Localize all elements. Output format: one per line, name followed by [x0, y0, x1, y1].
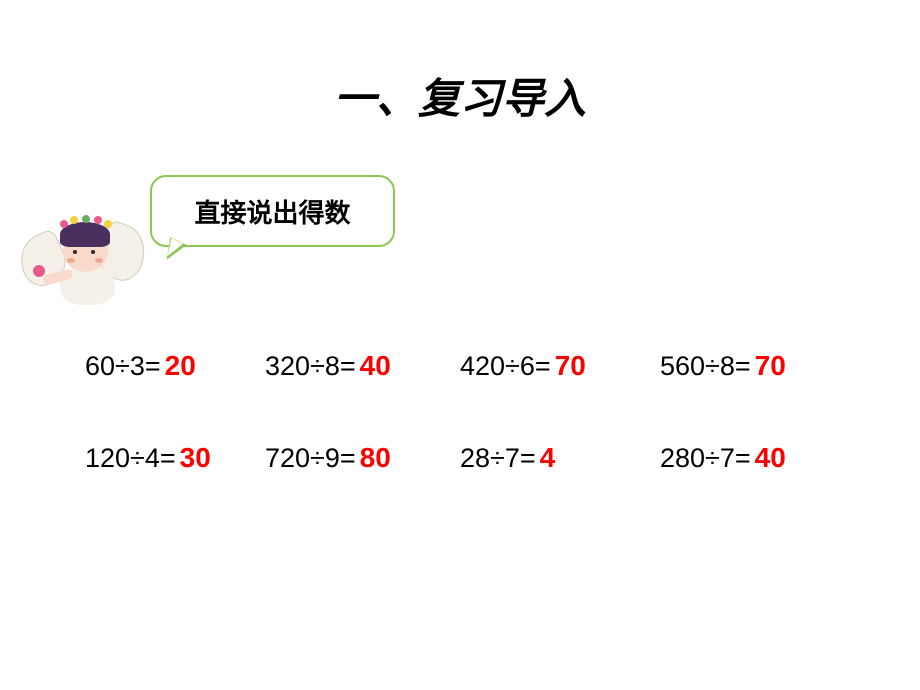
equation-answer: 70: [555, 350, 586, 382]
equation-answer: 40: [755, 442, 786, 474]
flower-icon: [70, 216, 78, 224]
equation: 320÷8= 40: [265, 350, 460, 382]
equation-expr: 28÷7=: [460, 443, 536, 474]
bubble-text: 直接说出得数: [194, 193, 350, 230]
equation: 280÷7= 40: [660, 442, 850, 474]
equation: 420÷6= 70: [460, 350, 660, 382]
equation-answer: 4: [540, 442, 556, 474]
equation-expr: 60÷3=: [85, 351, 161, 382]
eye-icon: [91, 250, 95, 254]
equation-expr: 420÷6=: [460, 351, 551, 382]
equation-expr: 560÷8=: [660, 351, 751, 382]
equation-row: 120÷4= 30 720÷9= 80 28÷7= 4 280÷7= 40: [85, 442, 865, 474]
wreath-icon: [58, 218, 112, 232]
flower-icon: [82, 215, 90, 223]
equation: 120÷4= 30: [85, 442, 265, 474]
equation: 28÷7= 4: [460, 442, 660, 474]
equation-answer: 20: [165, 350, 196, 382]
equation-expr: 120÷4=: [85, 443, 176, 474]
eye-icon: [73, 250, 77, 254]
flower-icon: [94, 216, 102, 224]
equation-answer: 80: [360, 442, 391, 474]
equation-answer: 30: [180, 442, 211, 474]
equation-row: 60÷3= 20 320÷8= 40 420÷6= 70 560÷8= 70: [85, 350, 865, 382]
flower-icon: [60, 220, 68, 228]
equation-answer: 40: [360, 350, 391, 382]
equation: 720÷9= 80: [265, 442, 460, 474]
equation-expr: 720÷9=: [265, 443, 356, 474]
equation-expr: 320÷8=: [265, 351, 356, 382]
angel-illustration: [25, 210, 145, 310]
equation-answer: 70: [755, 350, 786, 382]
page-title: 一、复习导入: [0, 65, 920, 126]
flower-hand-icon: [33, 265, 45, 277]
equation-expr: 280÷7=: [660, 443, 751, 474]
cheek-icon: [95, 258, 103, 263]
flower-icon: [104, 220, 112, 228]
equation: 560÷8= 70: [660, 350, 850, 382]
cheek-icon: [67, 258, 75, 263]
equation: 60÷3= 20: [85, 350, 265, 382]
speech-bubble: 直接说出得数: [150, 175, 395, 247]
equations-block: 60÷3= 20 320÷8= 40 420÷6= 70 560÷8= 70 1…: [85, 350, 865, 534]
